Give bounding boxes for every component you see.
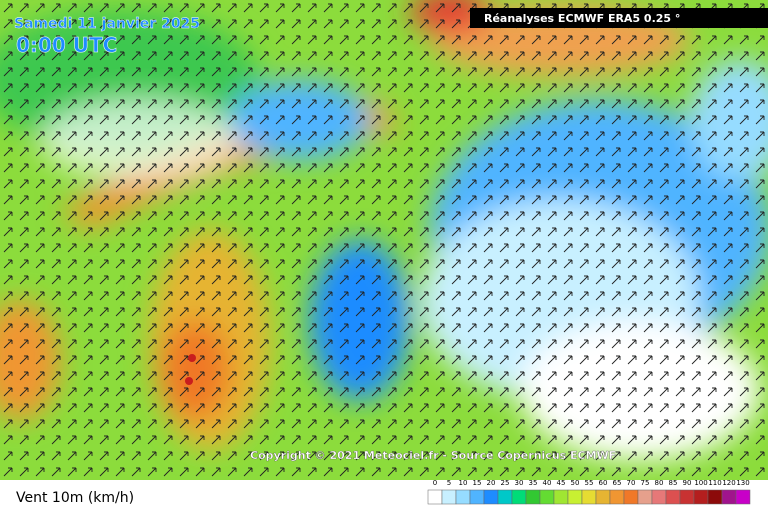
- legend-swatch: [637, 489, 653, 505]
- legend-label: 120: [722, 479, 735, 487]
- map-field: [0, 0, 768, 480]
- legend-swatch: [525, 489, 541, 505]
- legend-swatch: [553, 489, 569, 505]
- legend-swatch: [693, 489, 709, 505]
- legend-label: 0: [433, 479, 437, 487]
- legend: 0 5 10 15 20 25 30 35 40 45 50 55 60 65 70 75 80 85 90 100 1…: [427, 479, 751, 505]
- legend-swatch: [441, 489, 457, 505]
- legend-swatch: [497, 489, 513, 505]
- legend-label: 10: [459, 479, 468, 487]
- legend-swatch: [483, 489, 499, 505]
- legend-swatch: [595, 489, 611, 505]
- legend-label: 5: [447, 479, 451, 487]
- legend-label: 65: [613, 479, 622, 487]
- legend-label: 35: [529, 479, 538, 487]
- legend-label: 60: [599, 479, 608, 487]
- legend-swatch: [665, 489, 681, 505]
- source: Réanalyses ECMWF ERA5 0.25 °: [484, 12, 680, 25]
- legend-label: 130: [736, 479, 749, 487]
- legend-label: 15: [473, 479, 482, 487]
- legend-swatch: [539, 489, 555, 505]
- legend-label: 70: [627, 479, 636, 487]
- legend-swatch: [581, 489, 597, 505]
- source-banner: [470, 8, 768, 28]
- legend-swatch: [511, 489, 527, 505]
- legend-label: 100: [694, 479, 707, 487]
- legend-swatch: [427, 489, 443, 505]
- legend-label: 40: [543, 479, 552, 487]
- legend-swatch: [623, 489, 639, 505]
- date: Samedi 11 janvier 2025: [14, 16, 200, 32]
- legend-swatch: [567, 489, 583, 505]
- legend-label: 25: [501, 479, 510, 487]
- legend-swatch: [455, 489, 471, 505]
- legend-swatch: [679, 489, 695, 505]
- legend-label: 50: [571, 479, 580, 487]
- legend-swatch: [609, 489, 625, 505]
- copyright: Copyright © 2021 Meteociel.fr - Source C…: [250, 449, 616, 462]
- legend-label: 80: [655, 479, 664, 487]
- legend-swatch: [707, 489, 723, 505]
- legend-label: 110: [708, 479, 721, 487]
- legend-swatch: [735, 489, 751, 505]
- legend-label: 45: [557, 479, 566, 487]
- legend-label: 20: [487, 479, 496, 487]
- legend-swatch: [469, 489, 485, 505]
- legend-label: 85: [669, 479, 678, 487]
- legend-label: 75: [641, 479, 650, 487]
- footer-label: Vent 10m (km/h): [16, 490, 134, 506]
- legend-swatch: [651, 489, 667, 505]
- legend-swatch: [721, 489, 737, 505]
- time: 0:00 UTC: [16, 33, 117, 57]
- legend-label: 55: [585, 479, 594, 487]
- legend-label: 90: [683, 479, 692, 487]
- legend-label: 30: [515, 479, 524, 487]
